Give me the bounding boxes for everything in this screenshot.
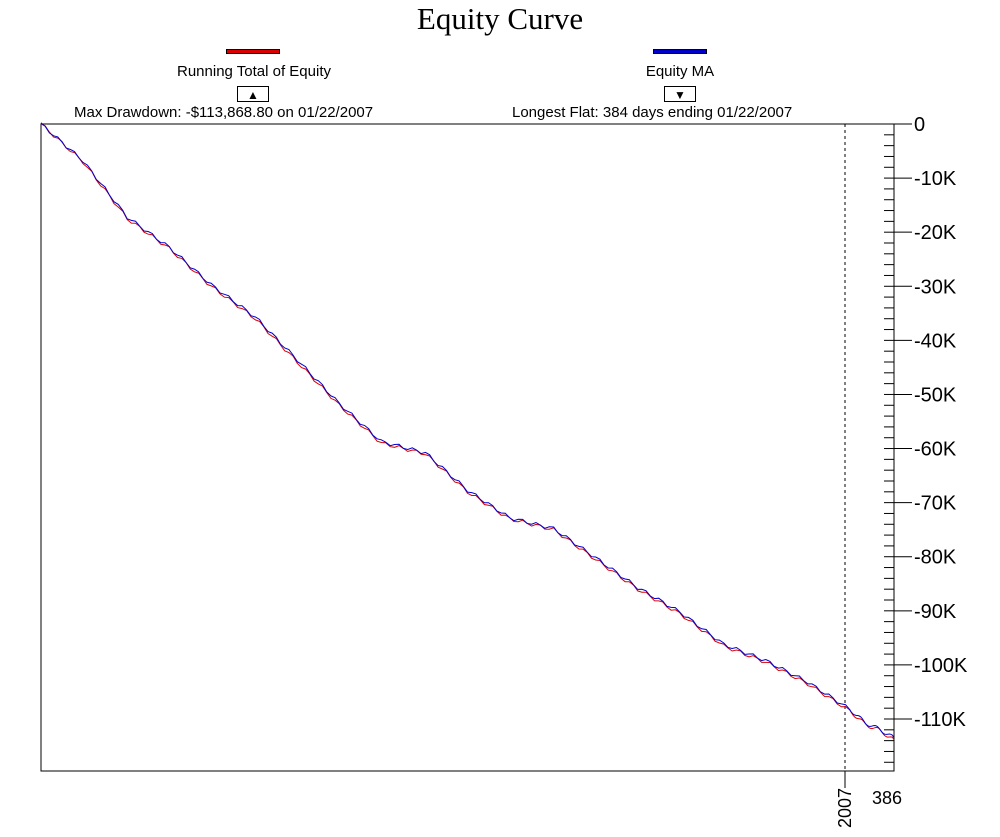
y-tick-label: -40K <box>914 330 957 352</box>
equity-legend-label: Running Total of Equity <box>177 63 331 80</box>
ma-legend-swatch <box>653 49 707 54</box>
y-tick-label: -80K <box>914 547 957 569</box>
y-tick-label: -90K <box>914 601 957 623</box>
y-axis-tick-labels: 0 -10K -20K -30K -40K -50K -60K -70K -80K -90K -10… <box>914 114 968 731</box>
y-tick-label: -110K <box>914 709 967 731</box>
ma-legend-label: Equity MA <box>645 63 715 80</box>
y-tick-label: -30K <box>914 276 957 298</box>
down-arrow-button[interactable]: ▼ <box>664 86 696 102</box>
y-tick-label: -100K <box>914 655 968 677</box>
up-arrow-button[interactable]: ▲ <box>237 86 269 102</box>
longest-flat-text: Longest Flat: 384 days ending 01/22/2007 <box>512 104 793 121</box>
y-tick-label: -20K <box>914 222 957 244</box>
y-axis-minor-ticks <box>884 123 894 763</box>
year-marker-label: 2007 <box>835 788 855 828</box>
series-lines <box>40 122 895 741</box>
equity-legend-swatch <box>226 49 280 54</box>
y-tick-label: -60K <box>914 439 957 461</box>
chart-title: Equity Curve <box>416 1 584 36</box>
max-drawdown-text: Max Drawdown: -$113,868.80 on 01/22/2007 <box>74 104 374 121</box>
y-axis-major-ticks <box>894 123 912 720</box>
y-tick-label: 0 <box>914 114 925 136</box>
x-end-label: 386 <box>872 788 902 808</box>
y-tick-label: -50K <box>914 384 957 406</box>
plot-area-border <box>40 123 895 772</box>
y-tick-label: -70K <box>914 493 957 515</box>
equity-ma-line <box>40 122 895 739</box>
y-tick-label: -10K <box>914 168 957 190</box>
running-total-equity-line <box>40 123 895 741</box>
